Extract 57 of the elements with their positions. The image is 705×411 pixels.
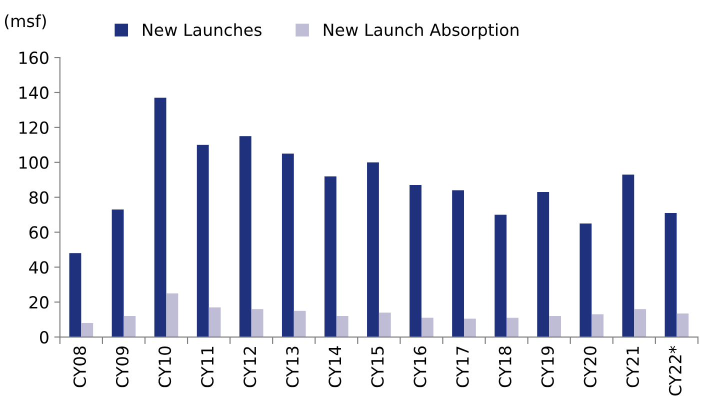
bar <box>634 309 646 338</box>
x-tick-label: CY19 <box>541 346 554 388</box>
y-tick-label: 120 <box>20 121 48 134</box>
bar <box>336 316 348 338</box>
bar <box>239 136 252 338</box>
bar <box>69 253 82 338</box>
bar <box>676 313 689 338</box>
y-tick-label: 140 <box>20 86 48 100</box>
bar <box>494 214 507 338</box>
bar <box>112 210 124 338</box>
x-tick-label: CY20 <box>584 346 596 388</box>
y-tick-label: 60 <box>29 226 48 239</box>
bar <box>251 309 264 338</box>
y-tick-label: 80 <box>29 191 48 204</box>
bar <box>166 293 178 338</box>
x-tick-label: CY13 <box>286 346 299 388</box>
bar <box>208 307 221 338</box>
bar <box>196 144 209 338</box>
legend-label: New Launch Absorption <box>324 23 518 40</box>
bar <box>294 310 306 338</box>
bar <box>592 314 604 338</box>
x-tick-label: CY16 <box>414 346 426 388</box>
bar <box>324 176 336 338</box>
bar <box>580 223 592 338</box>
bar <box>378 312 391 338</box>
x-tick-label: CY14 <box>328 346 342 388</box>
bar <box>622 174 634 338</box>
x-tick-label: CY21 <box>626 346 639 388</box>
y-tick-label: 20 <box>30 296 48 309</box>
bar <box>421 318 434 338</box>
x-tick-label: CY11 <box>201 346 214 388</box>
y-axis-title: (msf) <box>4 14 46 30</box>
legend-label: New Launches <box>142 23 262 36</box>
bar <box>452 190 464 338</box>
bar <box>664 213 677 338</box>
x-tick-label: CY17 <box>456 346 469 388</box>
bar <box>81 323 94 338</box>
x-tick-label: CY18 <box>498 346 512 388</box>
y-tick-label: 40 <box>29 261 48 274</box>
y-tick-label: 0 <box>40 330 48 344</box>
bar <box>506 318 518 338</box>
bar <box>549 316 561 338</box>
bar <box>124 316 136 338</box>
x-tick-label: CY10 <box>158 346 172 388</box>
x-tick-label: CY15 <box>371 346 384 388</box>
bar <box>537 192 550 338</box>
y-tick-label: 100 <box>20 156 48 169</box>
y-tick-label: 160 <box>20 52 48 64</box>
x-tick-label: CY22* <box>668 346 682 396</box>
bar <box>464 318 476 338</box>
bar <box>154 98 166 338</box>
bar <box>410 185 422 338</box>
bar <box>367 162 379 338</box>
x-tick-label: CY08 <box>73 346 86 388</box>
x-tick-label: CY09 <box>116 346 129 388</box>
x-tick-label: CY12 <box>244 347 256 388</box>
bar <box>282 154 294 338</box>
